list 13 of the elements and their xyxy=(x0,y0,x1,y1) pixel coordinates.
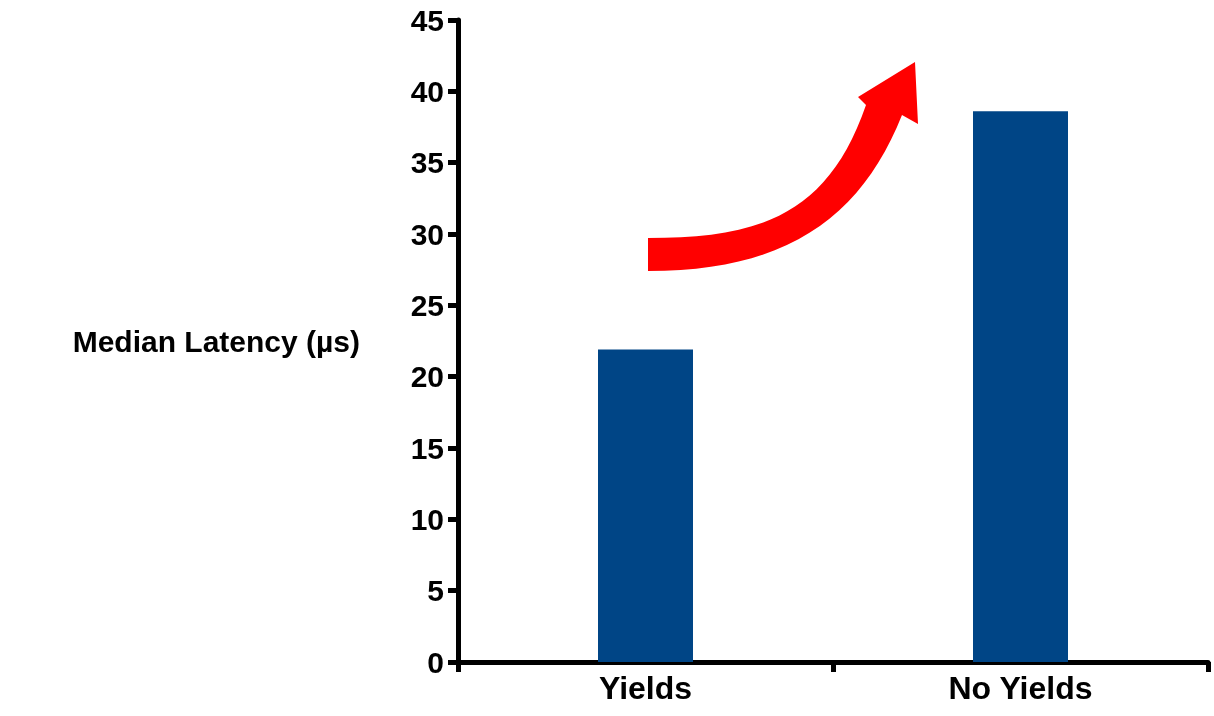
y-tick-label: 45 xyxy=(410,3,444,37)
x-tick-label: No Yields xyxy=(948,670,1093,706)
y-tick-label: 40 xyxy=(410,74,444,108)
x-tick-label: Yields xyxy=(598,670,693,706)
y-tick-label: 15 xyxy=(410,431,444,465)
y-tick-label: 25 xyxy=(410,288,444,322)
y-tick-label: 35 xyxy=(410,146,444,180)
y-tick-label: 20 xyxy=(410,360,444,394)
y-tick-label: 0 xyxy=(427,645,444,679)
y-tick-label: 5 xyxy=(427,574,444,608)
y-axis-title: Median Latency (µs) xyxy=(72,324,360,358)
y-tick-label: 30 xyxy=(410,217,444,251)
y-tick-label: 10 xyxy=(410,502,444,536)
